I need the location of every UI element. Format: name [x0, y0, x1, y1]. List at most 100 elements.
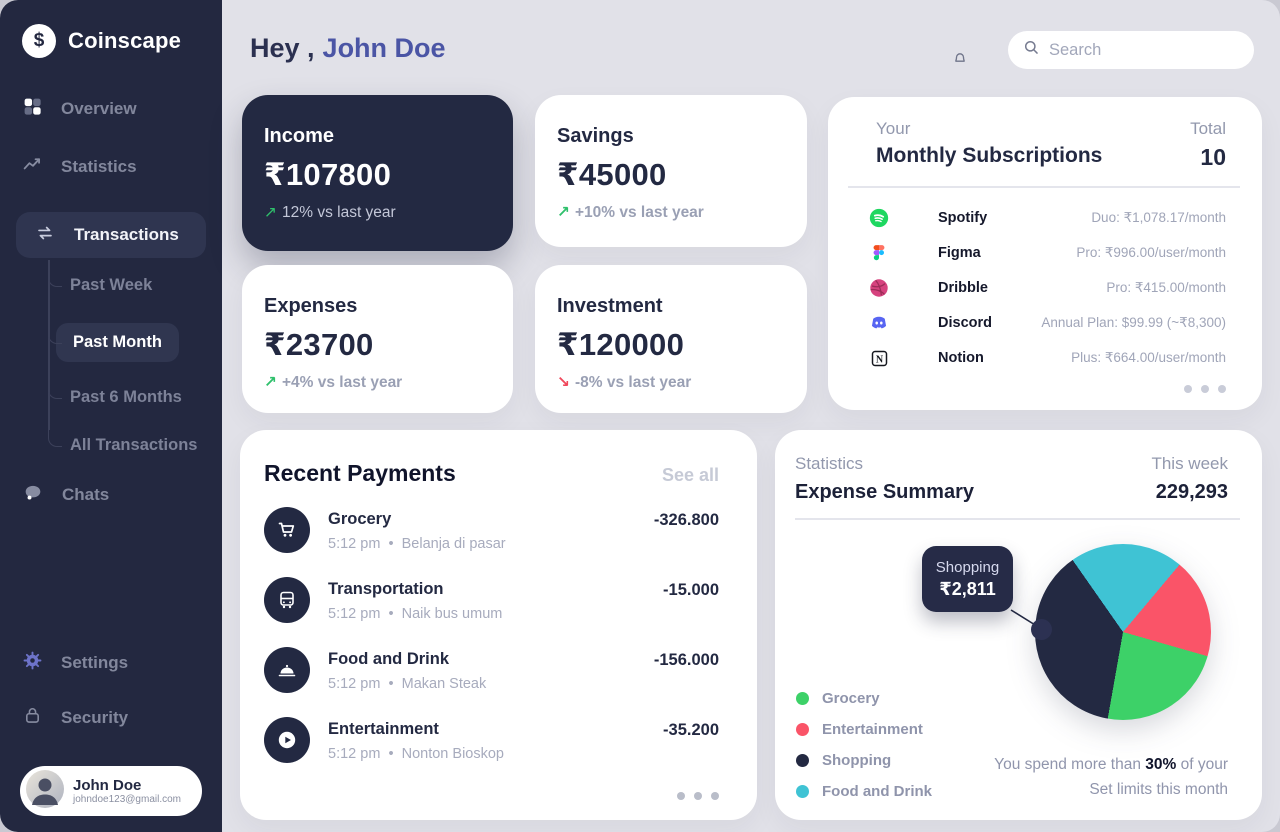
subscription-row-discord[interactable]: Discord Annual Plan: $99.99 (~₹8,300): [868, 306, 1226, 341]
dot[interactable]: [1218, 385, 1226, 393]
trend-chart-icon: [22, 154, 43, 180]
payment-meta: 5:12 pm • Belanja di pasar: [328, 536, 506, 552]
recent-payments-card: Recent Payments See all Grocery 5:12 pm …: [240, 430, 757, 820]
bus-icon: [264, 577, 310, 623]
divider: [848, 186, 1240, 188]
discord-icon: [868, 312, 890, 334]
subnav-item-past-week[interactable]: Past Week: [48, 270, 222, 296]
stat-value: ₹23700: [264, 327, 374, 362]
chat-bubble-icon: [22, 482, 44, 509]
payment-note: Naik bus umum: [401, 606, 503, 622]
tooltip-anchor-dot: [1031, 619, 1052, 640]
sidebar-item-statistics[interactable]: Statistics: [0, 154, 222, 180]
subscription-plan: Pro: ₹996.00/user/month: [1076, 245, 1226, 260]
tooltip-value: ₹2,811: [939, 578, 996, 599]
sidebar-bottom-nav: Settings Security: [0, 650, 222, 760]
stat-label: Savings: [557, 125, 634, 147]
payment-row-grocery[interactable]: Grocery 5:12 pm • Belanja di pasar -326.…: [264, 507, 719, 577]
subnav-item-past-6-months[interactable]: Past 6 Months: [48, 382, 222, 408]
dollar-logo-icon: $: [22, 24, 56, 58]
expense-period-label: This week: [1151, 454, 1228, 473]
subnav-item-past-month[interactable]: Past Month: [48, 322, 222, 362]
payment-note: Nonton Bioskop: [401, 746, 504, 762]
main-content: Hey ,John Doe Income ₹107800 ↗ 12% vs las…: [222, 0, 1280, 832]
payments-title: Recent Payments: [264, 460, 456, 486]
subscription-row-figma[interactable]: Figma Pro: ₹996.00/user/month: [868, 236, 1226, 271]
transactions-subnav: Past Week Past Month Past 6 Months All T…: [48, 260, 222, 456]
see-all-link[interactable]: See all: [661, 465, 719, 485]
profile-name: John Doe: [73, 777, 142, 794]
bullet-separator: •: [388, 606, 394, 622]
expense-pie[interactable]: [1035, 544, 1211, 720]
figma-icon: [868, 242, 890, 264]
app-title: Coinscape: [68, 28, 182, 53]
bullet-separator: •: [388, 676, 394, 692]
subscription-row-notion[interactable]: N Notion Plus: ₹664.00/user/month: [868, 341, 1226, 376]
subscription-name: Notion: [938, 350, 984, 366]
stat-label: Investment: [557, 295, 663, 317]
stat-card-savings: Savings ₹45000 ↗ +10% vs last year: [535, 95, 807, 247]
payment-name: Transportation: [328, 580, 444, 598]
user-profile[interactable]: John Doe johndoe123@gmail.com: [20, 766, 202, 816]
payment-text: Grocery 5:12 pm • Belanja di pasar: [328, 507, 506, 577]
payment-row-food-and-drink[interactable]: Food and Drink 5:12 pm • Makan Steak -15…: [264, 647, 719, 717]
stat-delta-text: +4% vs last year: [282, 374, 403, 391]
payment-row-entertainment[interactable]: Entertainment 5:12 pm • Nonton Bioskop -…: [264, 717, 719, 787]
sidebar-nav: Overview Statistics Transactions Past We…: [0, 96, 222, 540]
spending-note-line1: You spend more than 30% of your: [994, 752, 1228, 777]
dot[interactable]: [694, 792, 702, 800]
dot[interactable]: [711, 792, 719, 800]
sidebar-item-security[interactable]: Security: [0, 705, 222, 731]
payment-text: Entertainment 5:12 pm • Nonton Bioskop: [328, 717, 504, 787]
search-input[interactable]: [1049, 40, 1240, 60]
bullet-separator: •: [388, 536, 394, 552]
sidebar-item-label: Transactions: [74, 225, 179, 244]
payment-meta: 5:12 pm • Naik bus umum: [328, 606, 502, 622]
sidebar-spacer: [0, 540, 222, 650]
sidebar-item-transactions[interactable]: Transactions: [16, 212, 206, 258]
expense-title: Expense Summary: [795, 481, 974, 503]
monthly-subscriptions-card: Your Monthly Subscriptions Total 10 Spot…: [828, 97, 1262, 410]
subscription-plan: Duo: ₹1,078.17/month: [1091, 210, 1226, 225]
notification-bell-icon[interactable]: [950, 46, 970, 73]
note-percent: 30%: [1145, 756, 1177, 773]
sidebar-item-chats[interactable]: Chats: [0, 482, 222, 508]
subscription-name: Figma: [938, 245, 981, 261]
payment-amount: -326.800: [653, 511, 719, 529]
play-icon: [264, 717, 310, 763]
stat-card-income: Income ₹107800 ↗ 12% vs last year: [242, 95, 513, 251]
dribbble-icon: [868, 277, 890, 299]
sidebar-item-settings[interactable]: Settings: [0, 650, 222, 676]
payment-row-transportation[interactable]: Transportation 5:12 pm • Naik bus umum -…: [264, 577, 719, 647]
payment-meta: 5:12 pm • Nonton Bioskop: [328, 746, 504, 762]
subscription-row-spotify[interactable]: Spotify Duo: ₹1,078.17/month: [868, 201, 1226, 236]
profile-email: johndoe123@gmail.com: [73, 794, 181, 805]
dot[interactable]: [1184, 385, 1192, 393]
subscriptions-total-block: Total 10: [1190, 119, 1226, 171]
subscriptions-header: Your Monthly Subscriptions Total 10: [828, 97, 1262, 171]
legend-item-entertainment: Entertainment: [796, 714, 932, 745]
dot[interactable]: [1201, 385, 1209, 393]
subscription-plan: Annual Plan: $99.99 (~₹8,300): [1041, 315, 1226, 330]
sidebar-item-label: Security: [61, 708, 129, 727]
stat-delta-text: +10% vs last year: [575, 204, 704, 221]
legend-item-grocery: Grocery: [796, 683, 932, 714]
pagination-dots[interactable]: [1184, 385, 1226, 393]
greeting-username: John Doe: [322, 33, 446, 63]
dot[interactable]: [677, 792, 685, 800]
sidebar-item-overview[interactable]: Overview: [0, 96, 222, 122]
subnav-item-all-transactions[interactable]: All Transactions: [48, 430, 222, 456]
subscriptions-kicker: Your: [876, 119, 911, 138]
legend-dot-grocery: [796, 692, 809, 705]
stat-delta-text: 12% vs last year: [282, 204, 396, 221]
note-prefix: You spend more than: [994, 756, 1146, 773]
subscription-row-dribble[interactable]: Dribble Pro: ₹415.00/month: [868, 271, 1226, 306]
pagination-dots[interactable]: [677, 792, 719, 800]
spending-note: You spend more than 30% of your Set limi…: [994, 752, 1228, 802]
sidebar-item-label: Settings: [61, 653, 129, 672]
payment-meta: 5:12 pm • Makan Steak: [328, 676, 486, 692]
bullet-separator: •: [388, 746, 394, 762]
payment-time: 5:12 pm: [328, 606, 381, 622]
payment-time: 5:12 pm: [328, 746, 381, 762]
trend-down-icon: ↘: [557, 374, 570, 391]
